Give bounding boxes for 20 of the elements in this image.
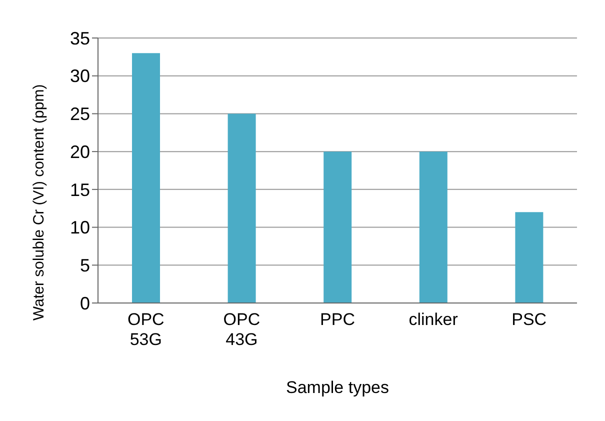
- x-tick-label: OPC 53G: [127, 310, 164, 349]
- bar: [324, 152, 352, 303]
- x-tick-label: PPC: [320, 310, 355, 329]
- bar: [228, 114, 256, 303]
- bar: [515, 212, 544, 303]
- y-tick-label: 15: [70, 180, 90, 200]
- y-tick-label: 20: [70, 142, 90, 162]
- bar: [132, 53, 160, 303]
- y-tick-label: 10: [70, 218, 90, 238]
- x-tick-label: PSC: [512, 310, 547, 329]
- y-tick-label: 30: [70, 66, 90, 86]
- y-tick-label: 25: [70, 104, 90, 124]
- x-tick-label: clinker: [408, 310, 458, 329]
- y-tick-label: 0: [80, 293, 90, 314]
- x-axis-title: Sample types: [286, 378, 389, 397]
- y-tick-label: 5: [80, 256, 90, 276]
- bar: [419, 152, 448, 303]
- x-tick-label: OPC 43G: [223, 310, 260, 349]
- y-axis-title: Water soluble Cr (VI) content (ppm): [30, 84, 48, 320]
- y-tick-label: 35: [70, 28, 90, 48]
